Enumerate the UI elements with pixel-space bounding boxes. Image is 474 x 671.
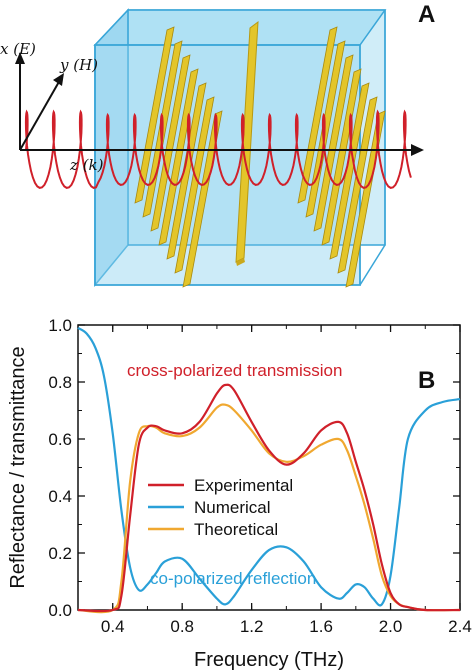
series-line-theoretical: [77, 403, 461, 614]
legend: Experimental Numerical Theoretical: [148, 476, 293, 539]
x-tick-label: 0.8: [170, 617, 194, 636]
z-axis-label: z (k): [69, 156, 104, 174]
series-line-numerical: [77, 326, 461, 607]
panel-a-letter: A: [418, 1, 435, 28]
x-tick-label: 2.4: [448, 617, 472, 636]
y-axis-title: Reflectance / transmittance: [7, 346, 29, 588]
panel-b-letter: B: [418, 367, 435, 394]
wire-strip: [158, 68, 199, 246]
box-top-face: [93, 9, 387, 46]
coordinate-axes: [15, 52, 424, 156]
wire-strip: [166, 82, 207, 260]
wire-strip: [337, 96, 378, 274]
y-tick-label: 0.2: [48, 544, 72, 563]
wire-grating-left: [134, 26, 223, 288]
wire-strip: [345, 110, 386, 288]
panel-b-chart: 0.4 0.8 1.2 1.6 2.0 2.4 0.0 0.2 0.4 0.6 0.8 1.0 Ref…: [7, 316, 472, 671]
axis-ticks: 0.4 0.8 1.2 1.6 2.0 2.4 0.0 0.2 0.4 0.6 0.8 1.0: [48, 316, 471, 636]
annotation-co-polarized: co-polarized reflection: [150, 569, 316, 588]
y-axis-label: y (H): [59, 56, 98, 74]
series-line-experimental: [77, 383, 461, 613]
em-wave: [24, 109, 412, 189]
annotation-cross-polarized: cross-polarized transmission: [127, 361, 342, 380]
wire-strip: [134, 26, 175, 204]
x-tick-label: 1.6: [309, 617, 333, 636]
wire-strip: [182, 110, 223, 288]
wire-strip: [321, 68, 362, 246]
series-layer: [77, 326, 461, 614]
x-tick-label: 2.0: [379, 617, 403, 636]
legend-label-theoretical: Theoretical: [194, 520, 278, 539]
y-tick-label: 0.0: [48, 601, 72, 620]
y-tick-label: 0.8: [48, 373, 72, 392]
wire-strip: [329, 82, 370, 260]
wire-strip: [297, 26, 338, 204]
y-tick-label: 0.6: [48, 430, 72, 449]
wire-strip: [150, 54, 191, 232]
x-tick-label: 1.2: [240, 617, 264, 636]
panel-a-schematic: x (E) y (H) z (k) A: [0, 1, 435, 288]
y-tick-label: 0.4: [48, 487, 72, 506]
wire-strip: [174, 96, 215, 274]
legend-label-numerical: Numerical: [194, 498, 271, 517]
x-axis-label: x (E): [0, 40, 36, 58]
legend-label-experimental: Experimental: [194, 476, 293, 495]
wire-strip: [313, 54, 354, 232]
x-tick-label: 0.4: [101, 617, 125, 636]
x-axis-title: Frequency (THz): [194, 649, 344, 671]
y-tick-label: 1.0: [48, 316, 72, 335]
